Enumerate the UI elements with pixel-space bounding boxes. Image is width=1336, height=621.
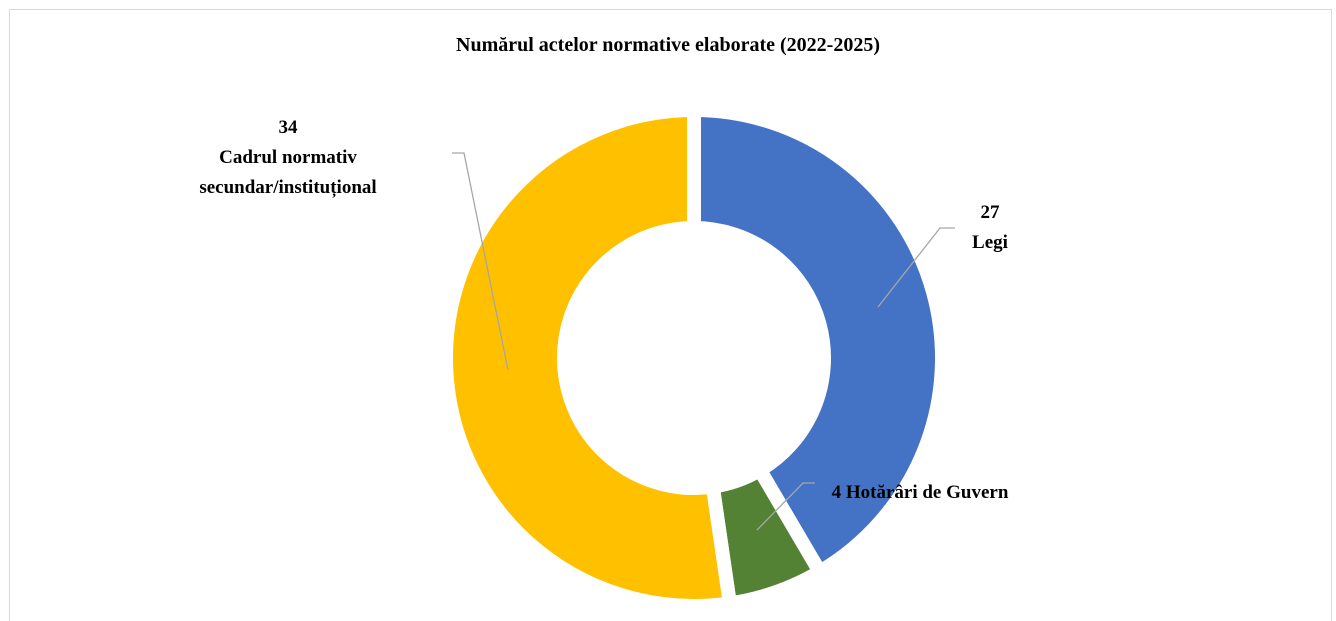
data-label-value: 4 xyxy=(831,482,842,503)
data-label-value: 27 xyxy=(980,202,1000,223)
data-label: 34 Cadrul normativ secundar/instituțional xyxy=(158,113,418,203)
data-label: 4 Hotărâri de Guvern xyxy=(832,478,1009,508)
chart-title: Numărul actelor normative elaborate (202… xyxy=(456,34,880,56)
data-label-value: 34 xyxy=(278,117,298,138)
donut-slice xyxy=(687,102,949,582)
leader-line xyxy=(756,482,815,531)
data-label: 27 Legi xyxy=(860,198,1120,258)
chart-border xyxy=(9,9,1332,621)
donut-slice xyxy=(439,102,738,613)
data-label-name: Cadrul normativ secundar/instituțional xyxy=(199,147,377,198)
data-label-name: Legi xyxy=(972,232,1008,253)
leader-line xyxy=(452,152,509,371)
data-label-name: Hotărâri de Guvern xyxy=(845,482,1009,503)
leader-line xyxy=(877,227,955,308)
